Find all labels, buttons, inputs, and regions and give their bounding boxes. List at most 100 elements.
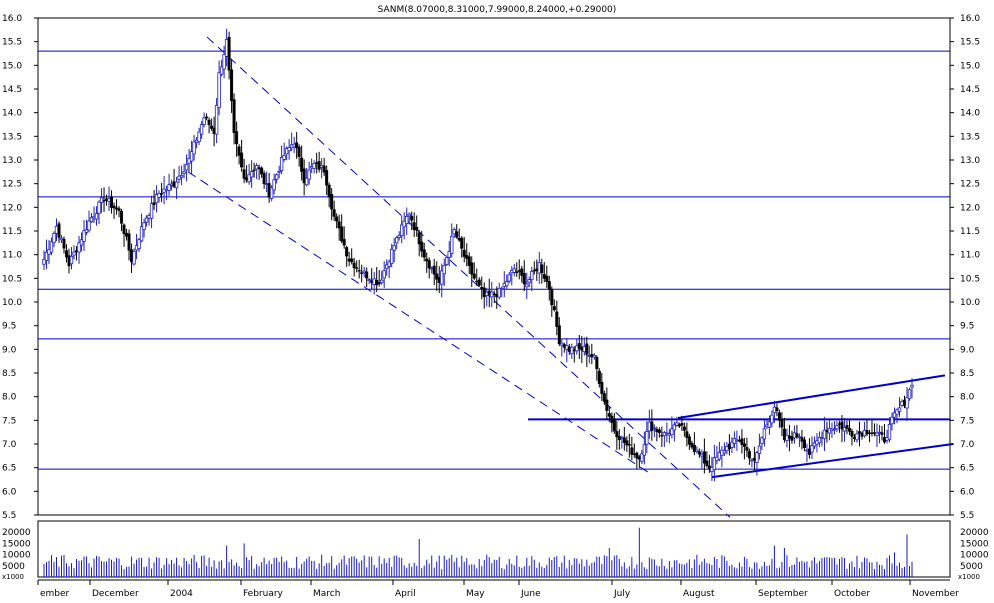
candle-up: [202, 117, 206, 126]
candle-down: [302, 168, 306, 184]
candle-down: [410, 215, 414, 221]
candle-down: [205, 116, 209, 119]
candle-down: [545, 275, 549, 282]
candle-down: [802, 439, 806, 449]
candle-down: [210, 125, 214, 129]
candle-down: [880, 432, 884, 435]
candle-down: [542, 273, 546, 279]
candle-down: [585, 343, 589, 355]
candle-down: [600, 381, 604, 394]
time-axis-label: November: [912, 589, 959, 599]
candle-down: [745, 447, 749, 451]
candle-up: [652, 427, 657, 430]
candle-up: [192, 141, 196, 155]
candle-up: [217, 72, 221, 108]
price-tick-label-left: 16.0: [2, 14, 22, 24]
candle-down: [795, 433, 799, 437]
candle-down: [335, 216, 339, 222]
candle-down: [345, 247, 349, 257]
candle-up: [442, 265, 446, 275]
candle-up: [69, 256, 74, 265]
candle-up: [877, 431, 882, 434]
candle-up: [179, 174, 184, 178]
candle-up: [672, 424, 677, 431]
candle-up: [447, 251, 451, 258]
candle-up: [575, 345, 579, 352]
candle-up: [862, 429, 867, 437]
candle-up: [77, 242, 81, 253]
candle-up: [620, 436, 624, 439]
time-axis-label: October: [834, 589, 870, 599]
volume-tick-label-right: 5000: [960, 562, 983, 572]
candle-up: [304, 177, 309, 186]
candle-down: [557, 325, 561, 345]
time-axis-label: June: [520, 589, 541, 599]
candle-up: [875, 432, 879, 437]
candle-down: [230, 69, 234, 101]
candle-down: [365, 271, 369, 279]
candle-down: [625, 440, 629, 446]
candle-up: [507, 274, 511, 282]
price-tick-label-right: 13.5: [960, 132, 980, 142]
candle-up: [900, 401, 904, 406]
price-tick-label-right: 12.0: [960, 203, 980, 213]
candle-up: [407, 213, 411, 217]
candle-up: [395, 237, 399, 244]
price-tick-label-right: 13.0: [960, 156, 980, 166]
candle-down: [252, 169, 256, 172]
chart-title: SANM(8.07000,8.31000,7.99000,8.24000,+0.…: [378, 5, 617, 15]
price-tick-label-left: 8.0: [2, 393, 17, 403]
candle-up: [505, 281, 509, 287]
price-tick-label-right: 8.0: [960, 393, 975, 403]
candle-up: [730, 441, 734, 448]
axis-labels: 5.5 5.5 6.0 6.0 6.5 6.5 7.0 7.0 7.5 7.5 8.0 8.0 8.5 8…: [2, 14, 989, 599]
candle-down: [850, 430, 854, 437]
candle-down: [65, 250, 69, 258]
candle-down: [790, 436, 794, 441]
volume-tick-label-right: 15000: [960, 539, 989, 549]
candle-down: [425, 258, 429, 262]
candle-down: [350, 258, 354, 263]
candle-up: [647, 421, 652, 432]
candle-up: [319, 165, 324, 168]
candle-down: [857, 431, 861, 434]
candle-up: [142, 222, 146, 230]
candle-up: [767, 421, 772, 428]
candle-up: [670, 428, 674, 436]
candle-down: [635, 452, 639, 459]
candle-up: [149, 203, 154, 219]
candlestick-series: [42, 28, 914, 482]
candle-up: [184, 164, 189, 171]
candle-down: [775, 407, 779, 412]
candle-up: [107, 198, 111, 202]
candle-up: [810, 445, 814, 453]
candle-up: [905, 397, 909, 409]
candle-up: [397, 235, 401, 238]
candle-up: [485, 291, 489, 296]
candle-up: [79, 239, 84, 246]
candle-up: [797, 436, 802, 439]
candle-up: [249, 171, 254, 178]
volume-multiplier-left: x1000: [2, 573, 24, 581]
price-tick-label-right: 7.5: [960, 416, 974, 426]
price-tick-label-left: 6.0: [2, 487, 17, 497]
price-tick-label-right: 14.5: [960, 85, 980, 95]
candle-up: [287, 147, 291, 152]
candle-up: [490, 291, 494, 298]
candle-down: [352, 262, 356, 269]
candle-up: [735, 439, 739, 442]
candle-down: [555, 311, 559, 327]
candle-up: [84, 229, 89, 233]
candle-down: [610, 415, 614, 423]
candle-up: [264, 183, 269, 185]
candle-down: [207, 119, 211, 126]
candle-down: [242, 169, 246, 179]
candle-down: [102, 199, 106, 202]
candle-up: [907, 389, 912, 400]
candle-down: [687, 436, 691, 445]
candle-up: [792, 432, 797, 439]
candle-up: [805, 449, 809, 452]
candle-down: [435, 273, 439, 280]
candle-down: [332, 209, 336, 217]
